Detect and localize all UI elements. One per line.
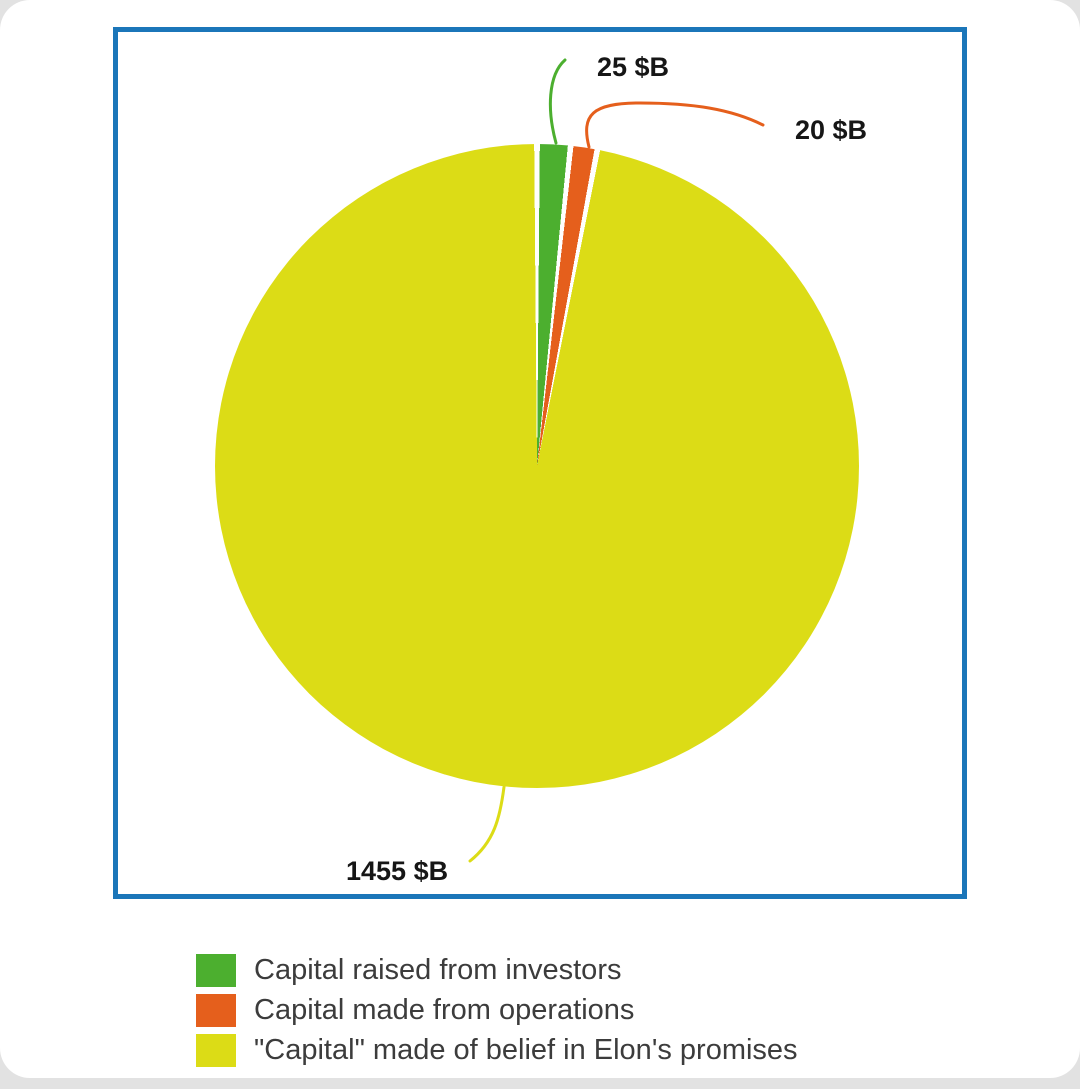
legend-item-operations: Capital made from operations xyxy=(196,990,798,1030)
slice-value-label-investors: 25 $B xyxy=(597,52,670,82)
legend-swatch-investors xyxy=(196,953,236,987)
pie-chart xyxy=(215,144,859,788)
legend-label-belief: "Capital" made of belief in Elon's promi… xyxy=(254,1033,798,1066)
slice-value-label-belief: 1455 $B xyxy=(346,856,449,886)
legend-swatch-operations xyxy=(196,993,236,1027)
legend-item-belief: "Capital" made of belief in Elon's promi… xyxy=(196,1030,798,1070)
legend-item-investors: Capital raised from investors xyxy=(196,950,798,990)
legend-label-operations: Capital made from operations xyxy=(254,993,635,1026)
legend: Capital raised from investors Capital ma… xyxy=(196,950,798,1070)
slice-value-label-operations: 20 $B xyxy=(795,115,868,145)
legend-label-investors: Capital raised from investors xyxy=(254,953,622,986)
legend-swatch-belief xyxy=(196,1033,236,1067)
